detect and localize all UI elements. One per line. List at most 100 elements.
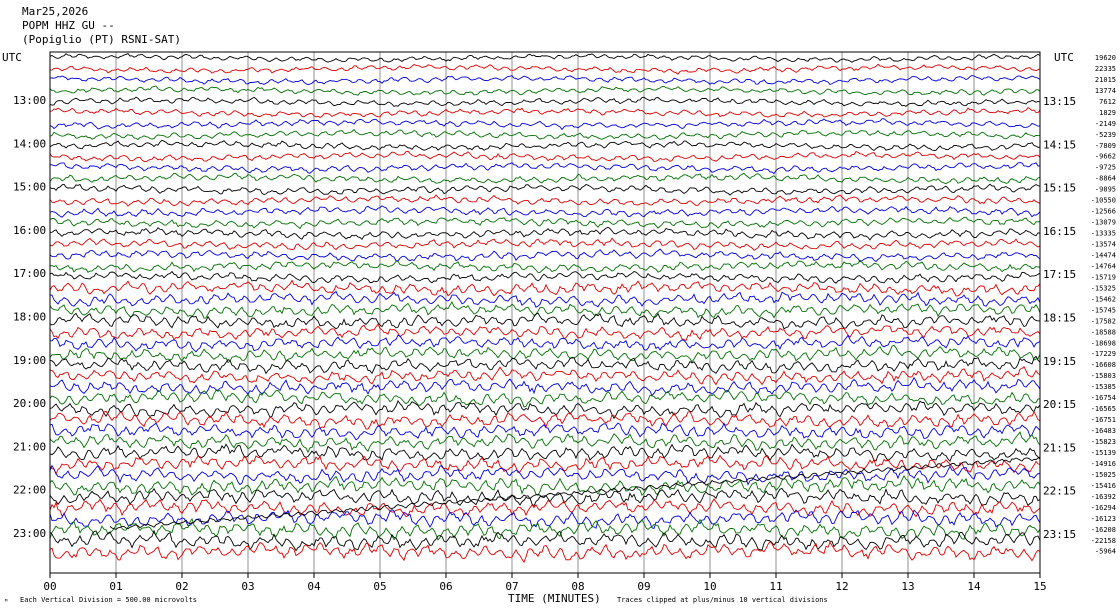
- x-axis-label: TIME (MINUTES): [508, 592, 601, 605]
- seismic-trace: [49, 150, 1041, 163]
- trace-offset-label: -15745: [1091, 306, 1116, 314]
- trace-offset-label: 21015: [1095, 76, 1116, 84]
- trace-offset-label: -15416: [1091, 482, 1116, 490]
- seismic-trace: [49, 139, 1041, 152]
- left-time-label: 14:00: [13, 137, 46, 150]
- right-time-labels: 13:15 14:15 15:15 16:15 17:15 18:15 19:15 20:15…: [1043, 95, 1076, 541]
- x-tick-label: 12: [835, 580, 848, 593]
- trace-offset-label: -18588: [1091, 328, 1116, 336]
- trace-offset-label: -5964: [1095, 548, 1116, 556]
- trace-offset-label: -16608: [1091, 361, 1116, 369]
- trace-offset-label: -15462: [1091, 295, 1116, 303]
- right-time-label: 14:15: [1043, 138, 1076, 151]
- seismic-trace: [49, 517, 1041, 541]
- right-time-label: 13:15: [1043, 95, 1076, 108]
- left-utc-label: UTC: [2, 51, 22, 64]
- trace-offset-label: -15325: [1091, 284, 1116, 292]
- seismic-trace: [49, 96, 1041, 107]
- trace-offset-label: -17582: [1091, 317, 1116, 325]
- trace-offset-label: -5239: [1095, 131, 1116, 139]
- seismic-trace: [49, 464, 1041, 486]
- seismic-trace: [49, 205, 1041, 218]
- seismic-trace: [49, 75, 1041, 86]
- trace-offset-label: 22335: [1095, 65, 1116, 73]
- trace-offset-label: 13774: [1095, 87, 1116, 95]
- left-time-label: 18:00: [13, 311, 46, 324]
- trace-offset-label: -16208: [1091, 526, 1116, 534]
- seismic-trace: [49, 365, 1041, 386]
- left-time-label: 16:00: [13, 224, 46, 237]
- trace-offset-label: -15803: [1091, 372, 1116, 380]
- trace-offset-label: -15025: [1091, 471, 1116, 479]
- seismic-trace: [49, 85, 1041, 96]
- trace-offset-label: -7809: [1095, 142, 1116, 150]
- seismic-trace: [49, 443, 1041, 463]
- header-date: Mar25,2026: [22, 5, 89, 18]
- x-tick-label: 03: [241, 580, 254, 593]
- seismic-trace: [49, 344, 1041, 364]
- left-time-label: 22:00: [13, 484, 46, 497]
- x-tick-label: 05: [373, 580, 386, 593]
- trace-offset-label: -16754: [1091, 394, 1116, 402]
- left-time-label: 19:00: [13, 354, 46, 367]
- trace-offset-label: -17229: [1091, 350, 1116, 358]
- x-tick-label: 02: [175, 580, 188, 593]
- trace-offset-label: -15385: [1091, 383, 1116, 391]
- seismic-trace: [49, 376, 1041, 397]
- trace-offset-label: 7612: [1099, 98, 1116, 106]
- seismic-trace: [49, 63, 1041, 75]
- trace-offset-label: -9895: [1095, 186, 1116, 194]
- x-tick-label: 09: [637, 580, 650, 593]
- left-time-label: 13:00: [13, 94, 46, 107]
- right-time-label: 17:15: [1043, 268, 1076, 281]
- left-time-label: 21:00: [13, 440, 46, 453]
- trace-offset-label: -12566: [1091, 208, 1116, 216]
- seismic-trace: [49, 312, 1041, 330]
- x-tick-label: 04: [307, 580, 321, 593]
- seismic-trace: [49, 410, 1041, 430]
- right-time-label: 23:15: [1043, 528, 1076, 541]
- seismic-trace: [49, 53, 1041, 63]
- left-time-labels: 13:00 14:00 15:00 16:00 17:00 18:00 19:00 20:00…: [13, 94, 46, 540]
- x-tick-label: 06: [439, 580, 452, 593]
- axis-ticks: 00 01 02 03 04 05 06 07 08 09 10 11 12 13 14 15: [43, 573, 1047, 593]
- seismic-trace: [49, 162, 1041, 175]
- seismic-trace: [49, 389, 1041, 408]
- seismic-trace: [49, 279, 1041, 297]
- seismic-trace: [49, 290, 1041, 308]
- trace-offset-label: -15823: [1091, 438, 1116, 446]
- seismic-trace: [49, 107, 1041, 119]
- seismic-trace: [49, 172, 1041, 185]
- seismic-trace: [49, 128, 1041, 141]
- trace-offset-labels: 19620 22335 21015 13774 7612 1829 -2149 -5239 -7…: [1091, 54, 1116, 556]
- trace-offset-label: -16565: [1091, 405, 1116, 413]
- trace-offset-label: -16483: [1091, 427, 1116, 435]
- right-time-label: 19:15: [1043, 355, 1076, 368]
- seismic-trace: [49, 323, 1041, 342]
- x-tick-label: 15: [1033, 580, 1046, 593]
- x-tick-label: 11: [769, 580, 782, 593]
- seismic-trace: [49, 259, 1041, 273]
- trace-group: [49, 53, 1041, 564]
- seismic-trace: [49, 237, 1041, 251]
- seismic-trace: [49, 183, 1041, 196]
- right-time-label: 21:15: [1043, 441, 1076, 454]
- right-time-label: 16:15: [1043, 225, 1076, 238]
- seismic-trace: [49, 541, 1041, 564]
- trace-offset-label: -15719: [1091, 273, 1116, 281]
- seismic-trace: [49, 118, 1041, 131]
- footer-mark: ᴹ: [4, 598, 8, 606]
- left-time-label: 23:00: [13, 527, 46, 540]
- x-tick-label: 01: [109, 580, 122, 593]
- seismic-trace: [49, 194, 1041, 207]
- trace-offset-label: -22158: [1091, 537, 1116, 545]
- trace-offset-label: -14916: [1091, 460, 1116, 468]
- seismic-trace: [49, 474, 1041, 497]
- seismic-trace: [49, 498, 1041, 518]
- seismic-trace: [49, 248, 1041, 263]
- seismic-trace: [49, 270, 1041, 284]
- seismic-trace: [49, 216, 1041, 230]
- trace-offset-label: -15139: [1091, 449, 1116, 457]
- right-time-label: 20:15: [1043, 398, 1076, 411]
